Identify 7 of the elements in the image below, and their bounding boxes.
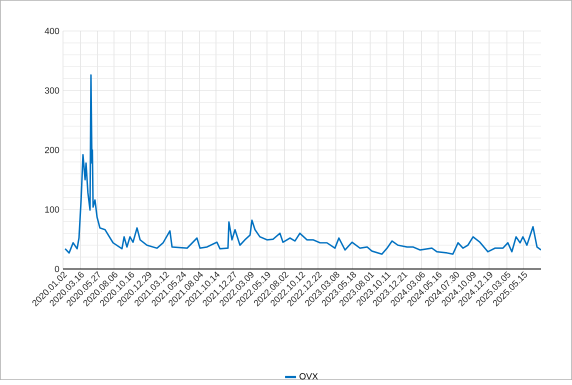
legend-label: OVX xyxy=(300,373,318,380)
y-tick-label: 300 xyxy=(44,87,60,94)
y-tick-label: 200 xyxy=(44,146,60,154)
y-tick-label: 100 xyxy=(45,206,60,213)
line-series xyxy=(64,74,542,255)
y-tick-label: 400 xyxy=(44,28,60,34)
y-tick-label: 0 xyxy=(54,266,60,272)
